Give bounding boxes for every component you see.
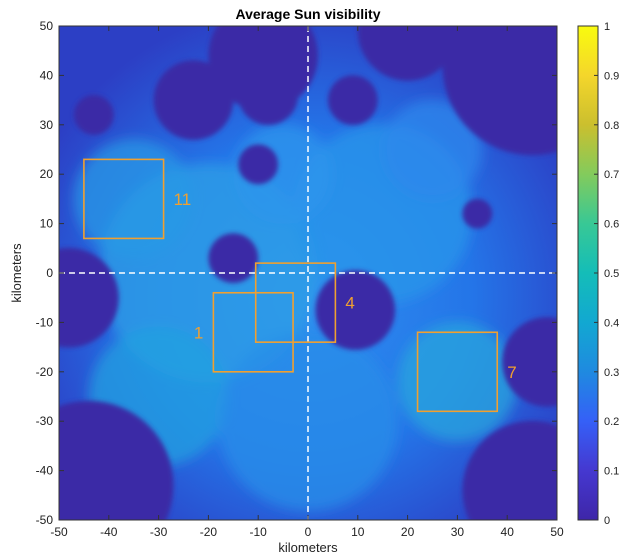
dark-crater bbox=[59, 400, 174, 520]
dark-crater bbox=[238, 144, 279, 185]
y-tick-label: -40 bbox=[36, 464, 54, 478]
region-label: 1 bbox=[194, 323, 203, 342]
y-tick-label: -50 bbox=[36, 513, 54, 527]
colorbar-ticks: 0 0.1 0.2 0.3 0.4 0.5 0.6 0.7 0.8 0.9 1 bbox=[594, 21, 619, 527]
dark-crater bbox=[208, 233, 259, 284]
dark-crater bbox=[73, 95, 114, 135]
colorbar-tick-label: 1 bbox=[604, 21, 610, 33]
y-axis-label: kilometers bbox=[9, 243, 24, 303]
colorbar-tick-label: 0.2 bbox=[604, 416, 619, 428]
region-label: 7 bbox=[507, 363, 516, 382]
y-tick-label: -20 bbox=[36, 365, 54, 379]
dark-crater bbox=[462, 420, 557, 520]
dark-crater bbox=[153, 60, 234, 140]
region-label: 4 bbox=[345, 294, 354, 313]
x-tick-label: 20 bbox=[401, 525, 415, 539]
bright-patch bbox=[382, 99, 483, 200]
y-axis-ticks: -50 -40 -30 -20 -10 0 10 20 30 40 50 bbox=[36, 19, 557, 527]
x-tick-label: -50 bbox=[50, 525, 68, 539]
y-tick-label: 50 bbox=[40, 19, 54, 33]
y-tick-label: 30 bbox=[40, 118, 54, 132]
region-label: 11 bbox=[174, 190, 192, 209]
colorbar-tick-label: 0.7 bbox=[604, 169, 619, 181]
x-axis-ticks: -50 -40 -30 -20 -10 0 10 20 30 40 50 bbox=[50, 26, 564, 539]
dark-crater bbox=[59, 247, 119, 348]
colorbar-tick-label: 0 bbox=[604, 515, 610, 527]
y-tick-label: 10 bbox=[40, 217, 54, 231]
x-tick-label: 0 bbox=[305, 525, 312, 539]
x-tick-label: 30 bbox=[451, 525, 465, 539]
colorbar-tick-label: 0.4 bbox=[604, 317, 619, 329]
dark-crater bbox=[315, 270, 396, 350]
colorbar-tick-label: 0.8 bbox=[604, 120, 619, 132]
region-box bbox=[416, 331, 499, 413]
y-tick-label: -10 bbox=[36, 315, 54, 329]
dark-craters bbox=[59, 26, 557, 520]
x-tick-label: 40 bbox=[501, 525, 515, 539]
dark-crater bbox=[442, 26, 557, 156]
dark-crater bbox=[462, 198, 493, 229]
colorbar-tick-label: 0.1 bbox=[604, 466, 619, 478]
colorbar-tick-label: 0.5 bbox=[604, 268, 619, 280]
colorbar-tick-label: 0.9 bbox=[604, 70, 619, 82]
colorbar: 0 0.1 0.2 0.3 0.4 0.5 0.6 0.7 0.8 0.9 1 bbox=[577, 21, 619, 527]
origin-crosshair bbox=[59, 26, 557, 520]
y-tick-label: -30 bbox=[36, 414, 54, 428]
dark-crater bbox=[502, 317, 557, 407]
dark-crater bbox=[238, 65, 299, 126]
x-tick-label: -10 bbox=[250, 525, 268, 539]
bright-patch bbox=[397, 321, 518, 442]
x-tick-label: -30 bbox=[150, 525, 168, 539]
dark-crater bbox=[357, 26, 458, 81]
dark-crater bbox=[327, 75, 378, 125]
colorbar-tick-label: 0.3 bbox=[604, 367, 619, 379]
chart-title: Average Sun visibility bbox=[236, 6, 381, 22]
x-tick-label: 10 bbox=[351, 525, 365, 539]
colorbar-tick-label: 0.6 bbox=[604, 219, 619, 231]
region-box bbox=[254, 262, 337, 343]
y-tick-label: 0 bbox=[46, 266, 53, 280]
region-box bbox=[83, 158, 165, 240]
region-box bbox=[212, 291, 294, 373]
y-tick-label: 40 bbox=[40, 68, 54, 82]
x-axis-label: kilometers bbox=[278, 540, 338, 555]
y-tick-label: 20 bbox=[40, 167, 54, 181]
x-tick-label: -20 bbox=[200, 525, 218, 539]
x-tick-label: 50 bbox=[550, 525, 564, 539]
x-tick-label: -40 bbox=[100, 525, 118, 539]
